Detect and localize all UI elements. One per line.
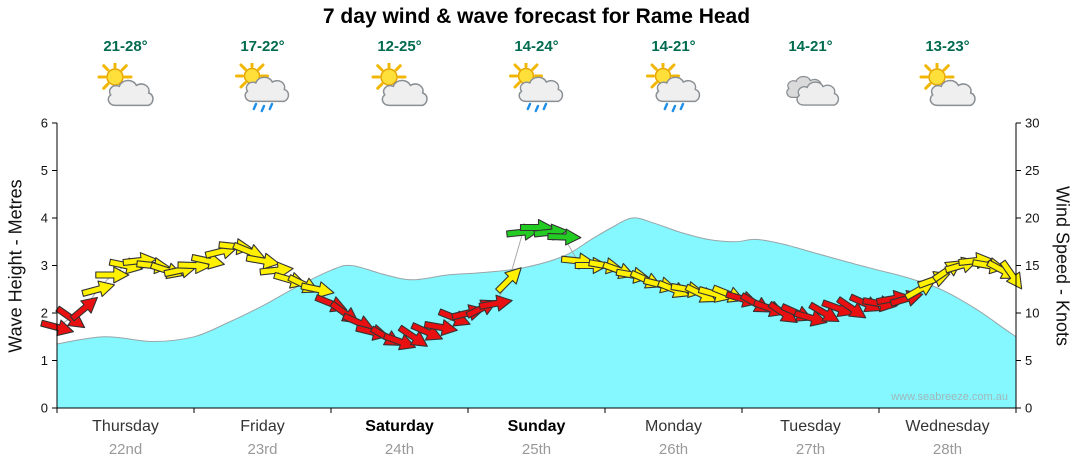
left-axis-tick: 1 [41,353,48,368]
cloud-icon [655,76,700,103]
day-name: Friday [240,418,285,435]
temperature-range: 12-25° [377,38,422,55]
day-name: Thursday [92,418,159,435]
left-axis-tick: 3 [41,258,48,273]
wind-arrow [259,261,294,279]
cloud-icon [795,81,839,106]
left-axis-tick: 2 [41,306,48,321]
left-axis-tick: 0 [41,401,48,416]
temperature-range: 14-24° [514,38,559,55]
wind-arrow [300,281,335,299]
temperature-range: 17-22° [240,38,285,55]
day-label-tuesday: Tuesday 27th [742,418,879,458]
day-name: Tuesday [780,418,841,435]
cloud-icon [244,76,289,103]
sun-cloud-rain-icon [508,63,563,113]
day-date: 27th [795,441,826,458]
cloud-icon [518,76,563,103]
day-date: 25th [521,441,552,458]
wind-arrow [382,332,417,351]
sun-cloud-icon [371,63,428,107]
day-label-sunday: Sunday 25th [468,418,605,458]
day-date: 28th [932,441,963,458]
wind-arrow [410,322,443,341]
axis-lines [52,122,1021,413]
day-date: 22nd [108,441,143,458]
day-label-saturday: Saturday 24th [331,418,468,458]
left-axis-tick: 4 [41,211,48,226]
wind-arrow [397,324,428,347]
day-label-thursday: Thursday 22nd [57,418,194,458]
cloud-icon [107,79,154,107]
temperature-range: 14-21° [788,38,833,55]
left-axis-tick: 6 [41,116,48,131]
day-label-wednesday: Wednesday 28th [879,418,1016,458]
weather-icon-box [879,62,1016,114]
day-header-saturday: 12-25° [331,38,468,114]
wind-arrow [478,294,513,312]
weather-icon-box [605,62,742,114]
day-name: Saturday [365,418,434,435]
weather-icon-box [194,62,331,114]
page-title: 7 day wind & wave forecast for Rame Head [322,5,751,28]
wind-arrow [547,228,582,246]
wind-arrow [836,296,867,319]
sun-cloud-icon [919,63,976,107]
day-date: 23rd [247,441,278,458]
right-axis-tick: 25 [1025,163,1039,178]
sun-cloud-rain-icon [234,63,289,113]
day-name: Monday [645,418,702,435]
day-header-thursday: 21-28° [57,38,194,114]
temperature-range: 13-23° [925,38,970,55]
day-header-sunday: 14-24° [468,38,605,114]
cloud-icon [381,79,428,107]
wind-arrow [69,296,98,322]
sun-cloud-rain-icon [645,63,700,113]
right-axis-tick: 30 [1025,116,1039,131]
weather-icon-box [742,62,879,114]
weather-icon-box [468,62,605,114]
day-header-wednesday: 13-23° [879,38,1016,114]
sun-cloud-icon [97,63,154,107]
wave-height-area [56,217,1017,409]
right-axis-tick: 5 [1025,353,1032,368]
day-label-friday: Friday 23rd [194,418,331,458]
day-date: 26th [658,441,689,458]
right-axis-tick: 0 [1025,401,1032,416]
day-header-friday: 17-22° [194,38,331,114]
day-header-tuesday: 14-21° [742,38,879,114]
wind-arrow [95,266,130,284]
weather-icon-box [331,62,468,114]
wind-arrow [245,252,280,270]
wind-arrow [808,301,840,323]
right-axis-tick: 20 [1025,211,1039,226]
right-axis-tick: 15 [1025,258,1039,273]
cloud-icon [929,79,976,107]
day-date: 24th [384,441,415,458]
left-axis-tick: 5 [41,163,48,178]
wind-arrow [495,267,522,294]
day-header-monday: 14-21° [605,38,742,114]
sun-icon [508,63,543,93]
day-label-monday: Monday 26th [605,418,742,458]
wind-arrow [793,309,828,327]
wind-arrows [40,218,1023,351]
wind-arrow [81,280,116,298]
weather-icon-box [57,62,194,114]
right-axis-tick: 10 [1025,306,1039,321]
day-name: Sunday [507,418,566,435]
rain-drops-icon [252,102,273,113]
rain-drops-icon [663,102,684,113]
rain-drops-icon [526,102,547,113]
watermark: www.seabreeze.com.au [890,391,1008,403]
wind-arrow [423,319,458,337]
temperature-range: 21-28° [103,38,148,55]
cloudy-icon [785,75,839,106]
axis-tick-labels: 0 1 2 3 4 5 6 0 5 10 15 20 25 30 [41,116,1040,416]
temperature-range: 14-21° [651,38,696,55]
day-name: Wednesday [905,418,990,435]
